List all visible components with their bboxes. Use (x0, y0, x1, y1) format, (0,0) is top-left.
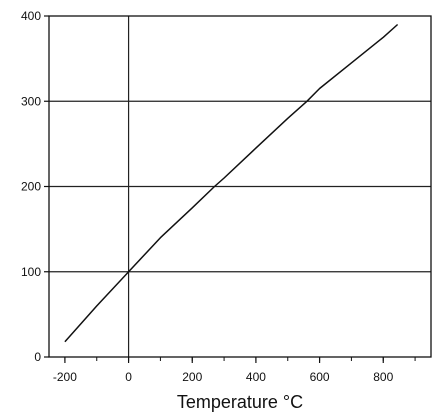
series-line-0 (64, 23, 399, 343)
y-tick-label: 300 (21, 94, 41, 108)
y-tick-label: 100 (21, 265, 41, 279)
x-axis-ticks: -200 0 200 400 600 800 (53, 357, 416, 384)
y-axis-ticks: 0 100 200 300 400 (21, 9, 49, 364)
x-tick-label: 400 (246, 370, 266, 384)
x-axis-title: Temperature °C (177, 392, 303, 412)
x-tick-label: 800 (373, 370, 393, 384)
y-tick-label: 0 (34, 350, 41, 364)
x-tick-label: -200 (53, 370, 77, 384)
y-tick-label: 400 (21, 9, 41, 23)
x-tick-label: 600 (310, 370, 330, 384)
x-tick-label: 0 (125, 370, 132, 384)
series-lines (64, 23, 399, 343)
y-tick-label: 200 (21, 180, 41, 194)
x-tick-label: 200 (182, 370, 202, 384)
grid (49, 16, 431, 357)
